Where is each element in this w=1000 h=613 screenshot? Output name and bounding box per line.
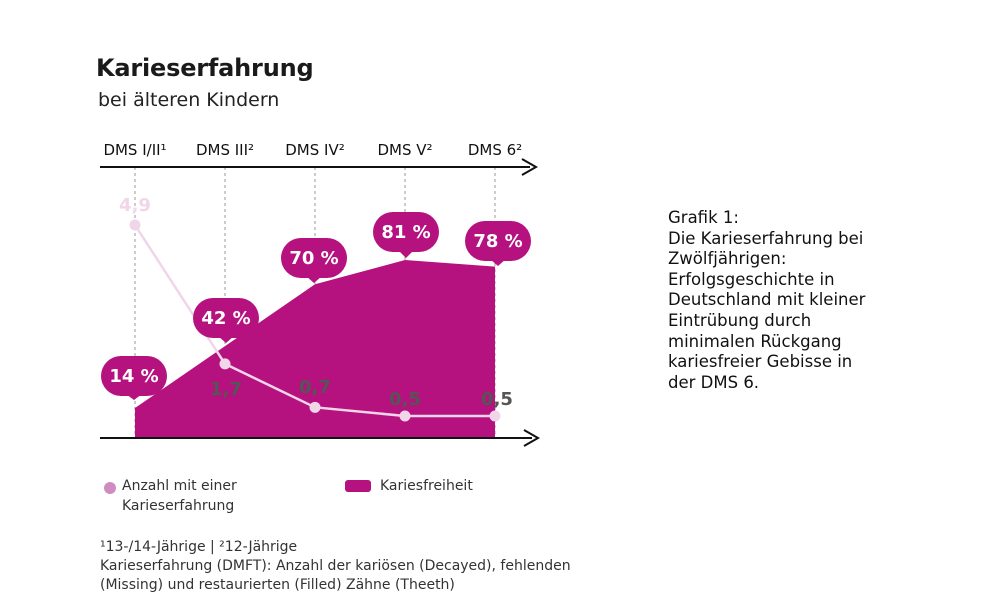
callout-pointer-3: [306, 276, 322, 283]
area-value-label-3: 70 %: [289, 248, 338, 269]
area-value-callout-2: 42 %: [193, 298, 259, 343]
figure-caption: Grafik 1: Die Karieserfahrung bei Zwölfj…: [668, 208, 918, 393]
callout-pointer-1: [126, 394, 142, 400]
x-tick-label-2: DMS III²: [196, 141, 254, 159]
line-value-label-3: 0,7: [299, 377, 331, 398]
caption-line-6: Eintrübung durch: [668, 310, 812, 330]
line-value-label-1: 4,9: [119, 195, 151, 216]
line-point-1: [129, 219, 141, 231]
callout-bubble-2: [193, 298, 259, 338]
caption-line-2: Die Karieserfahrung bei: [668, 228, 864, 248]
chart-subtitle: bei älteren Kindern: [98, 89, 280, 111]
area-value-callout-1: 14 %: [101, 356, 167, 400]
footnote-line-2: Karieserfahrung (DMFT): Anzahl der kariö…: [100, 558, 571, 574]
bottom-axis-arrow: [523, 429, 541, 447]
chart-title: Karieserfahrung: [96, 54, 314, 82]
caption-line-9: der DMS 6.: [668, 372, 760, 392]
footnote-line-3: (Missing) und restaurierten (Filled) Zäh…: [100, 577, 455, 593]
area-value-label-5: 78 %: [473, 231, 522, 252]
callout-bubble-1: [101, 356, 167, 396]
footnotes: ¹13-/14-Jährige | ²12-Jährige Karieserfa…: [100, 538, 571, 595]
line-point-5: [489, 410, 501, 422]
line-point-4: [399, 410, 411, 422]
callout-pointer-2: [218, 336, 234, 343]
caption-line-8: kariesfreier Gebisse in: [668, 352, 853, 372]
caption-line-4: Erfolgsgeschichte in: [668, 269, 835, 289]
line-value-label-2: 1,7: [210, 379, 242, 400]
area-value-label-2: 42 %: [201, 308, 250, 329]
callout-bubble-5: [465, 221, 531, 261]
x-tick-label-5: DMS 6²: [468, 141, 522, 159]
caption-line-3: Zwölfjährigen:: [668, 249, 787, 269]
caption-line-5: Deutschland mit kleiner: [668, 290, 866, 310]
x-tick-label-4: DMS V²: [377, 141, 432, 159]
area-value-callout-5: 78 %: [465, 221, 531, 266]
x-tick-label-3: DMS IV²: [285, 141, 344, 159]
chart: DMS I/II¹ DMS III² DMS IV² DMS V² DMS 6² 4,9 1…: [100, 141, 541, 447]
legend-area-marker: [345, 480, 371, 492]
caption-line-1: Grafik 1:: [668, 208, 739, 227]
top-axis-arrow: [521, 158, 539, 176]
line-value-label-4: 0,5: [389, 389, 421, 410]
area-value-callout-3: 70 %: [281, 238, 347, 283]
footnote-line-1: ¹13-/14-Jährige | ²12-Jährige: [100, 539, 298, 555]
legend-line-label: Anzahl mit einer Karieserfahrung: [122, 476, 237, 516]
line-point-3: [309, 401, 321, 413]
legend-area-label: Kariesfreiheit: [380, 478, 473, 494]
callout-pointer-5: [490, 259, 506, 266]
callout-pointer-4: [398, 250, 414, 258]
legend-line-label-2: Karieserfahrung: [122, 498, 235, 514]
legend-line-marker: [104, 482, 116, 494]
line-value-label-5: 0,5: [481, 389, 513, 410]
line-point-2: [219, 358, 231, 370]
caption-line-7: minimalen Rückgang: [668, 331, 842, 351]
callout-bubble-4: [373, 212, 439, 252]
legend-line-label-1: Anzahl mit einer: [122, 478, 237, 494]
area-kariesfreiheit: [135, 259, 495, 438]
area-value-label-4: 81 %: [381, 222, 430, 243]
area-value-label-1: 14 %: [109, 366, 158, 387]
x-tick-label-1: DMS I/II¹: [103, 141, 166, 159]
area-value-callout-4: 81 %: [373, 212, 439, 258]
callout-bubble-3: [281, 238, 347, 278]
